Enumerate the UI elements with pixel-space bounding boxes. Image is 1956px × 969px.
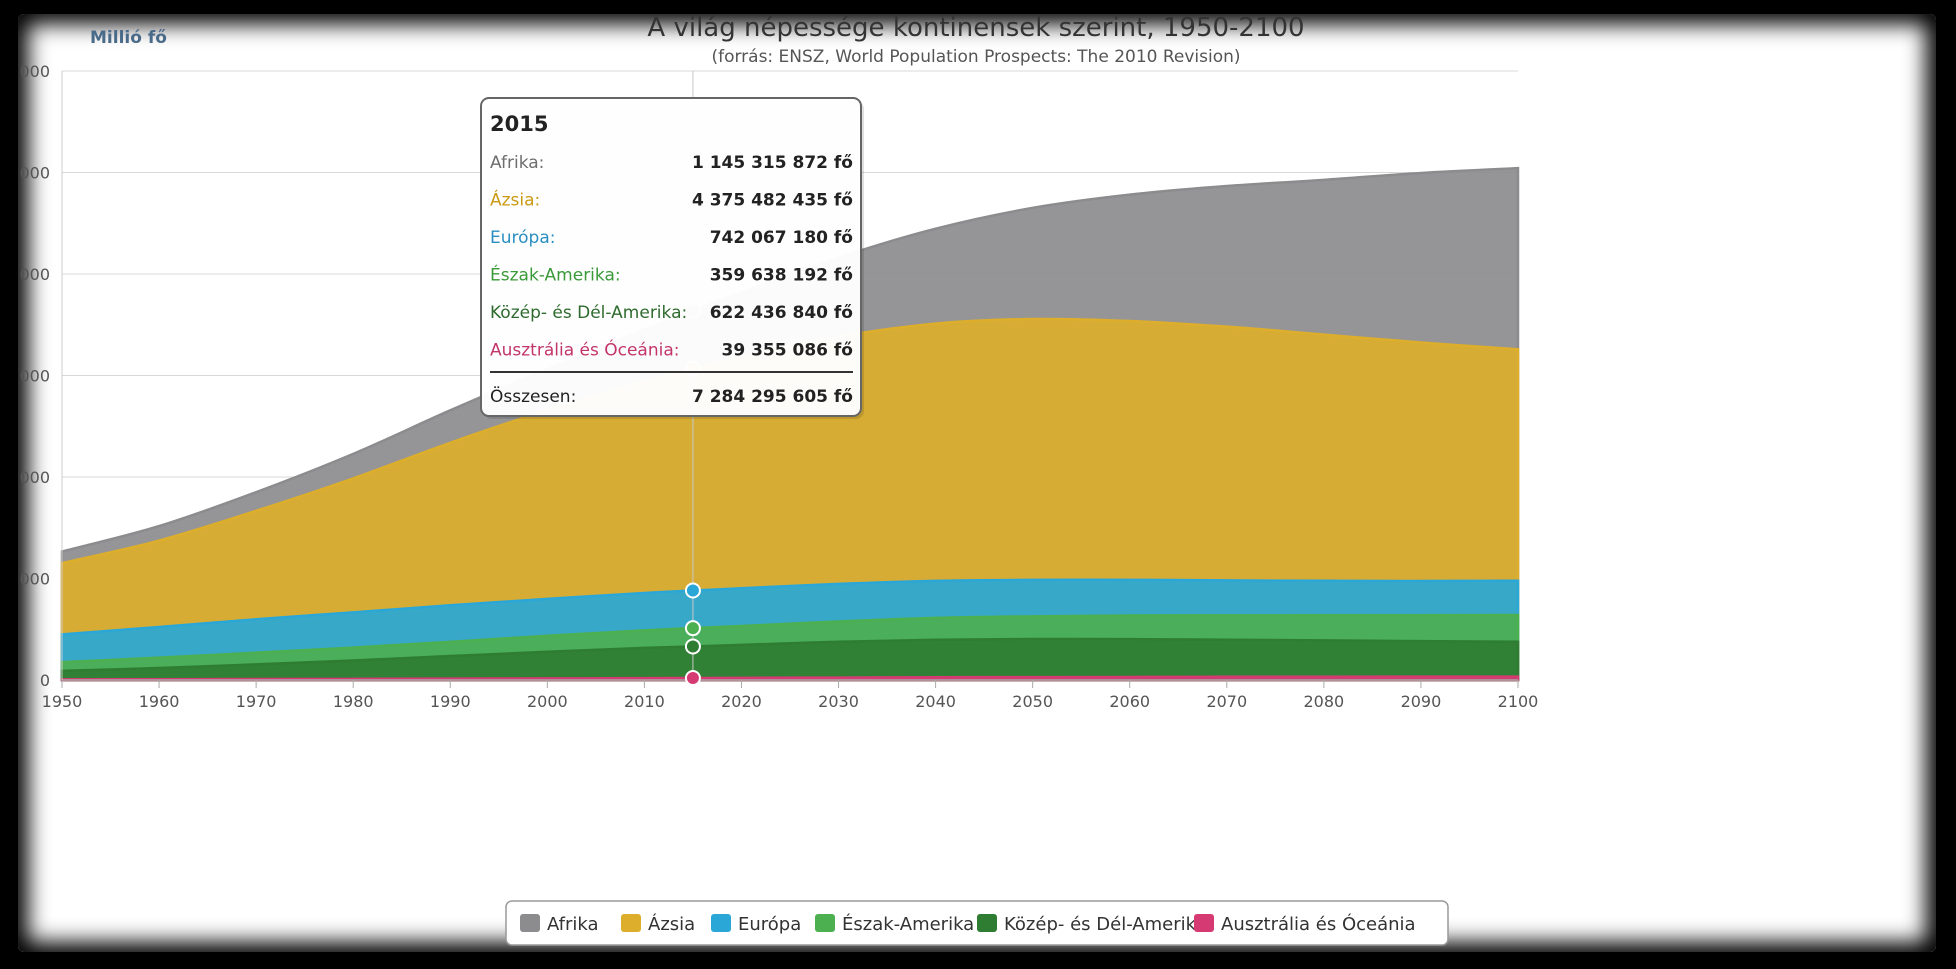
tooltip-row-label: Európa: [490, 228, 555, 248]
x-tick-label: 2010 [624, 692, 665, 711]
tooltip-row-label: Közép- és Dél-Amerika: [490, 303, 687, 323]
hover-point [684, 582, 701, 599]
legend-label: Észak-Amerika [842, 913, 974, 935]
hover-point [684, 638, 701, 655]
tooltip-title: 2015 [490, 112, 548, 136]
axes: 1950 1960 1970 1980 1990 2000 2010 2020 2030 2040… [42, 71, 1539, 711]
x-tick-label: 2080 [1304, 692, 1345, 711]
legend-item[interactable]: Észak-Amerika [815, 913, 974, 935]
chart-subtitle: (forrás: ENSZ, World Population Prospect… [711, 47, 1240, 67]
tooltip-row-label: Ázsia: [490, 189, 540, 211]
tooltip-row-value: 1 145 315 872 fő [692, 153, 853, 173]
legend-swatch [977, 914, 997, 932]
x-tick-label: 2090 [1401, 692, 1442, 711]
legend-swatch [1194, 914, 1214, 932]
legend-label: Ausztrália és Óceánia [1221, 913, 1416, 935]
tooltip-row-value: 359 638 192 fő [710, 266, 853, 286]
tooltip-box [480, 97, 862, 417]
legend-item[interactable]: Afrika [520, 914, 599, 935]
y-axis-unit-label: Millió fő [90, 28, 167, 48]
legend-swatch [711, 914, 731, 932]
tooltip-row-label: Ausztrália és Óceánia: [490, 339, 680, 361]
legend-label: Európa [738, 914, 801, 935]
chart: A világ népessége kontinensek szerint, 1… [18, 14, 1539, 946]
legend-label: Ázsia [648, 913, 695, 935]
y-tick-label: 10 000 [18, 164, 50, 183]
chart-title: A világ népessége kontinensek szerint, 1… [647, 14, 1304, 43]
x-tick-label: 2040 [915, 692, 956, 711]
hover-point [684, 620, 701, 637]
legend-item[interactable]: Ausztrália és Óceánia [1194, 913, 1416, 935]
area-ausztrália-és-óceánia [60, 675, 1520, 682]
y-tick-label: 12 000 [18, 62, 50, 81]
legend-label: Közép- és Dél-Amerika [1004, 914, 1207, 935]
tooltip-row-value: 622 436 840 fő [710, 303, 853, 323]
legend-swatch [520, 914, 540, 932]
x-tick-label: 2060 [1109, 692, 1150, 711]
tooltip-total-label: Összesen: [490, 385, 576, 407]
x-tick-label: 1980 [333, 692, 374, 711]
legend-swatch [815, 914, 835, 932]
tooltip-total-value: 7 284 295 605 fő [692, 387, 853, 407]
legend: Afrika Ázsia Európa Észak-Amerika Közép- és … [505, 900, 1449, 946]
x-tick-label: 2000 [527, 692, 568, 711]
x-tick-label: 1970 [236, 692, 277, 711]
x-tick-label: 1960 [139, 692, 180, 711]
tooltip-row-value: 742 067 180 fő [710, 228, 853, 248]
x-tick-label: 2050 [1012, 692, 1053, 711]
area-közép-és-dél-amerika [60, 637, 1520, 682]
legend-item[interactable]: Ázsia [621, 913, 695, 935]
y-tick-label: 8 000 [18, 265, 50, 284]
x-tick-label: 2100 [1498, 692, 1539, 711]
y-tick-label: 4 000 [18, 468, 50, 487]
legend-label: Afrika [547, 914, 599, 935]
hover-point [684, 670, 701, 687]
legend-item[interactable]: Közép- és Dél-Amerika [977, 914, 1207, 935]
x-tick-label: 2020 [721, 692, 762, 711]
y-tick-label: 0 [40, 671, 50, 690]
tooltip-row-value: 4 375 482 435 fő [692, 191, 853, 211]
legend-item[interactable]: Európa [711, 914, 801, 935]
tooltip-row-label: Észak-Amerika: [490, 264, 621, 286]
x-tick-label: 2070 [1206, 692, 1247, 711]
tooltip-row-label: Afrika: [490, 153, 544, 173]
y-tick-label: 6 000 [18, 367, 50, 386]
legend-swatch [621, 914, 641, 932]
x-tick-label: 1990 [430, 692, 471, 711]
area-series [60, 166, 1520, 682]
chart-frame: A világ népessége kontinensek szerint, 1… [18, 14, 1936, 952]
x-tick-label: 1950 [42, 692, 83, 711]
y-tick-label: 2 000 [18, 570, 50, 589]
tooltip-row-value: 39 355 086 fő [722, 341, 853, 361]
x-tick-label: 2030 [818, 692, 859, 711]
tooltip: 2015 Afrika: 1 145 315 872 fő Ázsia: 4 375 4… [480, 97, 864, 419]
